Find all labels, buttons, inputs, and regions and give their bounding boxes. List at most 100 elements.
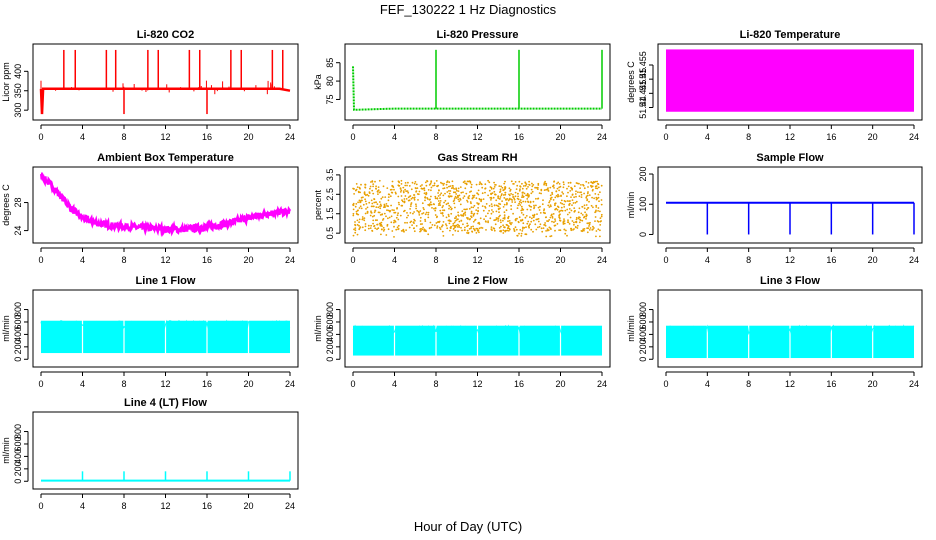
chart-panel-7: Line 1 Flow ml/min 0 4 8 12 16 20 24 0 20040060080… xyxy=(1,275,299,389)
data-point xyxy=(445,223,447,226)
chart-panel-1: Li-820 CO2 Licor ppm 0 4 8 12 16 20 24 300 350 400 xyxy=(1,29,299,142)
data-point xyxy=(415,190,418,193)
data-point xyxy=(373,198,376,201)
x-tick-label: 4 xyxy=(80,255,85,265)
data-point xyxy=(571,220,574,222)
data-point xyxy=(528,194,530,197)
data-point xyxy=(594,220,596,223)
data-point xyxy=(428,203,431,206)
data-gap xyxy=(830,323,832,361)
data-point xyxy=(600,199,603,201)
x-tick-label: 24 xyxy=(285,255,295,265)
data-point xyxy=(416,187,419,190)
data-point xyxy=(474,218,477,221)
data-point xyxy=(529,216,531,219)
data-point xyxy=(516,207,519,210)
data-point xyxy=(365,194,367,197)
data-point xyxy=(448,185,450,188)
data-point xyxy=(556,187,559,190)
data-point xyxy=(368,201,371,204)
data-point xyxy=(423,189,426,192)
data-point xyxy=(571,194,574,196)
data-point xyxy=(560,199,563,202)
data-point xyxy=(592,182,594,185)
data-point xyxy=(550,198,552,201)
data-point xyxy=(569,181,572,184)
data-point xyxy=(424,218,426,221)
data-point xyxy=(591,196,593,199)
data-point xyxy=(552,213,555,215)
x-tick-label: 20 xyxy=(868,255,878,265)
data-point xyxy=(514,219,517,221)
data-point xyxy=(448,190,450,192)
data-point xyxy=(369,187,371,190)
data-point xyxy=(534,223,537,226)
data-point xyxy=(362,196,364,199)
data-point xyxy=(371,215,374,218)
data-point xyxy=(476,202,478,204)
data-point xyxy=(503,226,506,229)
data-point xyxy=(357,201,359,204)
data-point xyxy=(464,211,467,214)
data-point xyxy=(400,195,403,197)
data-point xyxy=(560,206,563,209)
data-point xyxy=(364,229,367,232)
data-point xyxy=(415,203,417,206)
data-point xyxy=(466,199,468,202)
x-tick-label: 4 xyxy=(80,132,85,142)
data-point xyxy=(485,203,488,205)
data-point xyxy=(356,219,359,222)
data-point xyxy=(498,211,500,214)
data-point xyxy=(421,212,423,215)
data-point xyxy=(437,200,440,202)
data-point xyxy=(528,226,530,229)
data-point xyxy=(477,207,479,209)
data-point xyxy=(379,207,382,210)
data-point xyxy=(399,187,402,190)
data-gap xyxy=(748,323,750,361)
data-point xyxy=(430,226,433,229)
data-point xyxy=(485,229,487,231)
plot-frame xyxy=(657,289,923,368)
data-point xyxy=(588,225,590,227)
x-tick-label: 8 xyxy=(121,501,126,511)
data-point xyxy=(372,183,375,186)
data-gap xyxy=(559,323,562,358)
data-point xyxy=(475,209,478,212)
data-point xyxy=(527,195,530,198)
data-point xyxy=(462,215,465,217)
data-point xyxy=(589,227,592,229)
x-tick-label: 12 xyxy=(785,255,795,265)
data-point xyxy=(412,212,414,215)
data-point xyxy=(556,209,559,211)
data-point xyxy=(509,228,511,231)
data-point xyxy=(600,220,602,222)
data-point xyxy=(575,220,578,223)
data-point xyxy=(356,186,359,189)
data-point xyxy=(494,219,497,221)
data-point xyxy=(374,227,377,230)
data-point xyxy=(579,218,581,221)
x-tick-label: 16 xyxy=(202,132,212,142)
data-point xyxy=(439,209,442,212)
data-point xyxy=(548,206,551,208)
data-point xyxy=(498,215,500,218)
data-point xyxy=(462,223,464,226)
data-point xyxy=(376,190,379,193)
data-point xyxy=(373,211,376,214)
data-point xyxy=(409,195,412,197)
data-point xyxy=(544,222,546,224)
data-point xyxy=(424,220,427,223)
data-point xyxy=(538,225,541,228)
data-point xyxy=(490,228,493,231)
data-point xyxy=(592,225,594,228)
data-point xyxy=(551,193,554,196)
data-point xyxy=(393,236,395,238)
data-point xyxy=(497,197,500,200)
data-point xyxy=(569,200,571,202)
data-point xyxy=(568,211,571,214)
data-point xyxy=(423,187,426,190)
y-tick-label: 200 xyxy=(325,339,335,354)
data-point xyxy=(447,213,450,216)
x-tick-label: 4 xyxy=(705,379,710,389)
